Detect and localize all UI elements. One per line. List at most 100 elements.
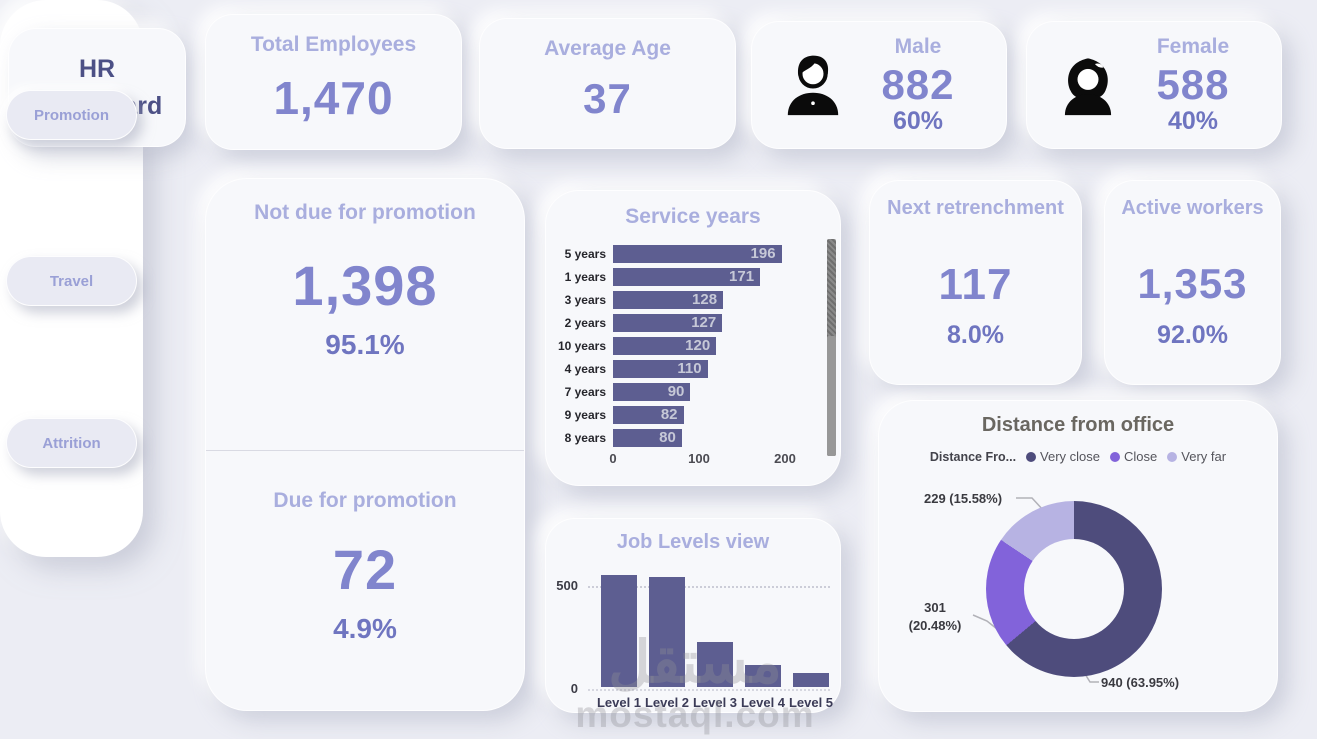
bar-category-label: 1 years bbox=[564, 270, 606, 284]
x-axis-category: Level 2 bbox=[644, 695, 690, 710]
x-axis-category: Level 4 bbox=[740, 695, 786, 710]
bar[interactable] bbox=[601, 575, 637, 687]
bar-category-label: 2 years bbox=[564, 316, 606, 330]
average-age-value: 37 bbox=[583, 75, 632, 122]
average-age-card: Average Age 37 bbox=[479, 18, 736, 149]
bar-row: 4 years 110 bbox=[546, 359, 840, 381]
legend-item-close[interactable]: Close bbox=[1110, 449, 1157, 464]
bar-value-label: 90 bbox=[667, 383, 685, 400]
bar[interactable] bbox=[793, 672, 829, 687]
bar-category-label: 3 years bbox=[564, 293, 606, 307]
due-label: Due for promotion bbox=[273, 489, 457, 512]
scrollbar-thumb[interactable] bbox=[827, 336, 836, 456]
legend-item-very-close[interactable]: Very close bbox=[1026, 449, 1100, 464]
bar-row: 10 years 120 bbox=[546, 336, 840, 358]
bar[interactable]: 127 bbox=[613, 314, 723, 332]
not-due-label: Not due for promotion bbox=[254, 201, 476, 224]
active-workers-percent: 92.0% bbox=[1157, 321, 1228, 349]
distance-from-office-card: Distance from office Distance Fro... Ver… bbox=[878, 400, 1278, 712]
retrenchment-label: Next retrenchment bbox=[887, 197, 1064, 219]
not-due-percent: 95.1% bbox=[325, 329, 405, 360]
legend-label: Very close bbox=[1040, 449, 1101, 464]
sidebar-item-attrition[interactable]: Attrition bbox=[6, 418, 137, 468]
distance-title: Distance from office bbox=[981, 414, 1175, 436]
y-axis-tick: 0 bbox=[570, 681, 578, 696]
bar-row: 2 years 127 bbox=[546, 313, 840, 335]
x-axis-tick: 100 bbox=[688, 451, 710, 466]
donut-callout-close: 301 (20.48%) bbox=[908, 600, 962, 634]
female-percent: 40% bbox=[1167, 106, 1219, 135]
bar[interactable]: 196 bbox=[613, 245, 782, 263]
sidebar-item-label: Attrition bbox=[42, 434, 101, 452]
female-label: Female bbox=[1156, 34, 1230, 58]
legend: Distance Fro... Very close Close Very fa… bbox=[879, 449, 1277, 464]
bar-value-label: 171 bbox=[729, 268, 755, 285]
legend-dot bbox=[1167, 451, 1178, 462]
bar[interactable]: 80 bbox=[613, 429, 682, 447]
female-value: 588 bbox=[1156, 60, 1230, 108]
legend-title: Distance Fro... bbox=[929, 449, 1017, 464]
bar-category-label: 8 years bbox=[564, 431, 606, 445]
legend-item-very-far[interactable]: Very far bbox=[1167, 449, 1226, 464]
distance-donut-chart[interactable] bbox=[986, 501, 1162, 677]
legend-dot bbox=[1110, 451, 1121, 462]
sidebar-item-label: Travel bbox=[49, 272, 94, 290]
total-employees-value: 1,470 bbox=[273, 72, 394, 124]
not-due-value: 1,398 bbox=[292, 254, 438, 317]
bar[interactable]: 120 bbox=[613, 337, 717, 355]
male-label: Male bbox=[894, 34, 942, 58]
bar-category-label: 10 years bbox=[557, 339, 606, 353]
female-icon bbox=[1064, 58, 1112, 116]
bar-category-label: 4 years bbox=[564, 362, 606, 376]
bar[interactable] bbox=[745, 665, 781, 687]
bar[interactable]: 128 bbox=[613, 291, 724, 309]
donut-callout-very-far: 229 (15.58%) bbox=[924, 491, 1003, 506]
legend-label: Close bbox=[1124, 449, 1158, 464]
male-icon bbox=[787, 55, 839, 116]
bar-row: 3 years 128 bbox=[546, 290, 840, 312]
female-card: Female 588 40% bbox=[1026, 21, 1282, 149]
bar[interactable]: 90 bbox=[613, 383, 691, 401]
next-retrenchment-card: Next retrenchment 117 8.0% bbox=[869, 180, 1082, 385]
bar[interactable] bbox=[697, 642, 733, 687]
y-axis-tick: 500 bbox=[556, 578, 578, 593]
divider bbox=[206, 450, 524, 451]
male-value: 882 bbox=[881, 60, 955, 108]
donut-callout-very-close: 940 (63.95%) bbox=[1101, 675, 1180, 690]
due-percent: 4.9% bbox=[333, 613, 397, 644]
sidebar-item-label: Promotion bbox=[34, 106, 109, 124]
active-workers-label: Active workers bbox=[1121, 197, 1264, 219]
service-years-title: Service years bbox=[625, 205, 761, 228]
bar-value-label: 128 bbox=[692, 291, 718, 308]
gridline bbox=[588, 586, 830, 588]
retrenchment-value: 117 bbox=[938, 260, 1013, 309]
retrenchment-percent: 8.0% bbox=[947, 321, 1004, 349]
legend-dot bbox=[1026, 451, 1037, 462]
donut-hole bbox=[1024, 539, 1124, 639]
average-age-label: Average Age bbox=[544, 37, 671, 60]
x-axis-category: Level 5 bbox=[788, 695, 834, 710]
job-levels-card: Job Levels view 500 0 Level 1 Level 2 Le… bbox=[545, 518, 841, 713]
total-employees-label: Total Employees bbox=[250, 33, 417, 56]
scrollbar-track[interactable] bbox=[827, 239, 836, 456]
bar-category-label: 9 years bbox=[564, 408, 606, 422]
bar[interactable] bbox=[649, 577, 685, 687]
bar-value-label: 196 bbox=[750, 245, 776, 262]
bar-value-label: 82 bbox=[660, 406, 678, 423]
promotion-panel-card: Not due for promotion 1,398 95.1% Due fo… bbox=[205, 178, 525, 711]
male-percent: 60% bbox=[892, 106, 944, 135]
bar[interactable]: 82 bbox=[613, 406, 684, 424]
x-axis-category: Level 3 bbox=[692, 695, 738, 710]
bar-category-label: 7 years bbox=[564, 385, 606, 399]
bar-row: 5 years 196 bbox=[546, 244, 840, 266]
sidebar-item-travel[interactable]: Travel bbox=[6, 256, 137, 306]
bar-value-label: 120 bbox=[685, 337, 711, 354]
x-axis-tick: 200 bbox=[774, 451, 796, 466]
sidebar-item-promotion[interactable]: Promotion bbox=[6, 90, 137, 140]
bar-value-label: 127 bbox=[691, 314, 717, 331]
bar[interactable]: 110 bbox=[613, 360, 708, 378]
bar-value-label: 80 bbox=[659, 429, 676, 446]
job-levels-title: Job Levels view bbox=[616, 531, 770, 553]
bar-row: 9 years 82 bbox=[546, 405, 840, 427]
bar[interactable]: 171 bbox=[613, 268, 761, 286]
